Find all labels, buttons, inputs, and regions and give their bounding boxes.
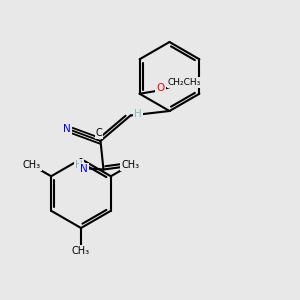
Text: CH₃: CH₃ (72, 245, 90, 256)
Text: CH₂CH₃: CH₂CH₃ (168, 78, 201, 87)
Text: N: N (63, 124, 70, 134)
Text: N: N (80, 164, 88, 175)
Text: H: H (75, 160, 83, 170)
Text: O: O (157, 83, 165, 93)
Text: CH₃: CH₃ (22, 160, 41, 170)
Text: O: O (127, 161, 136, 172)
Text: H: H (134, 109, 142, 119)
Text: CH₃: CH₃ (121, 160, 140, 170)
Text: C: C (96, 128, 102, 139)
